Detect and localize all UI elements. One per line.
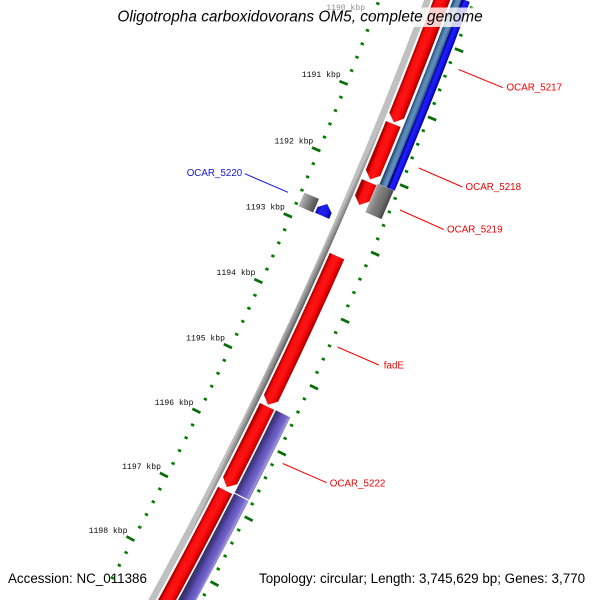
svg-text:OCAR_5220: OCAR_5220 — [187, 168, 243, 179]
svg-text:1195 kbp: 1195 kbp — [186, 334, 225, 343]
svg-text:OCAR_5218: OCAR_5218 — [466, 182, 522, 193]
svg-text:1193 kbp: 1193 kbp — [246, 204, 285, 213]
svg-text:1197 kbp: 1197 kbp — [122, 463, 161, 472]
svg-text:1196 kbp: 1196 kbp — [155, 399, 194, 408]
svg-text:1194 kbp: 1194 kbp — [217, 269, 256, 278]
svg-text:OCAR_5219: OCAR_5219 — [447, 225, 503, 236]
svg-text:1190 kbp: 1190 kbp — [326, 4, 365, 13]
svg-text:Topology: circular; Length: 3,: Topology: circular; Length: 3,745,629 bp… — [259, 571, 585, 586]
svg-text:1198 kbp: 1198 kbp — [89, 527, 128, 536]
svg-text:1192 kbp: 1192 kbp — [274, 138, 313, 147]
svg-text:Accession: NC_011386: Accession: NC_011386 — [8, 571, 147, 586]
svg-text:OCAR_5222: OCAR_5222 — [330, 479, 386, 490]
svg-text:1191 kbp: 1191 kbp — [302, 71, 341, 80]
svg-text:OCAR_5217: OCAR_5217 — [507, 83, 563, 94]
svg-text:fadE: fadE — [384, 361, 405, 372]
svg-text:Oligotropha carboxidovorans OM: Oligotropha carboxidovorans OM5, complet… — [117, 8, 482, 25]
